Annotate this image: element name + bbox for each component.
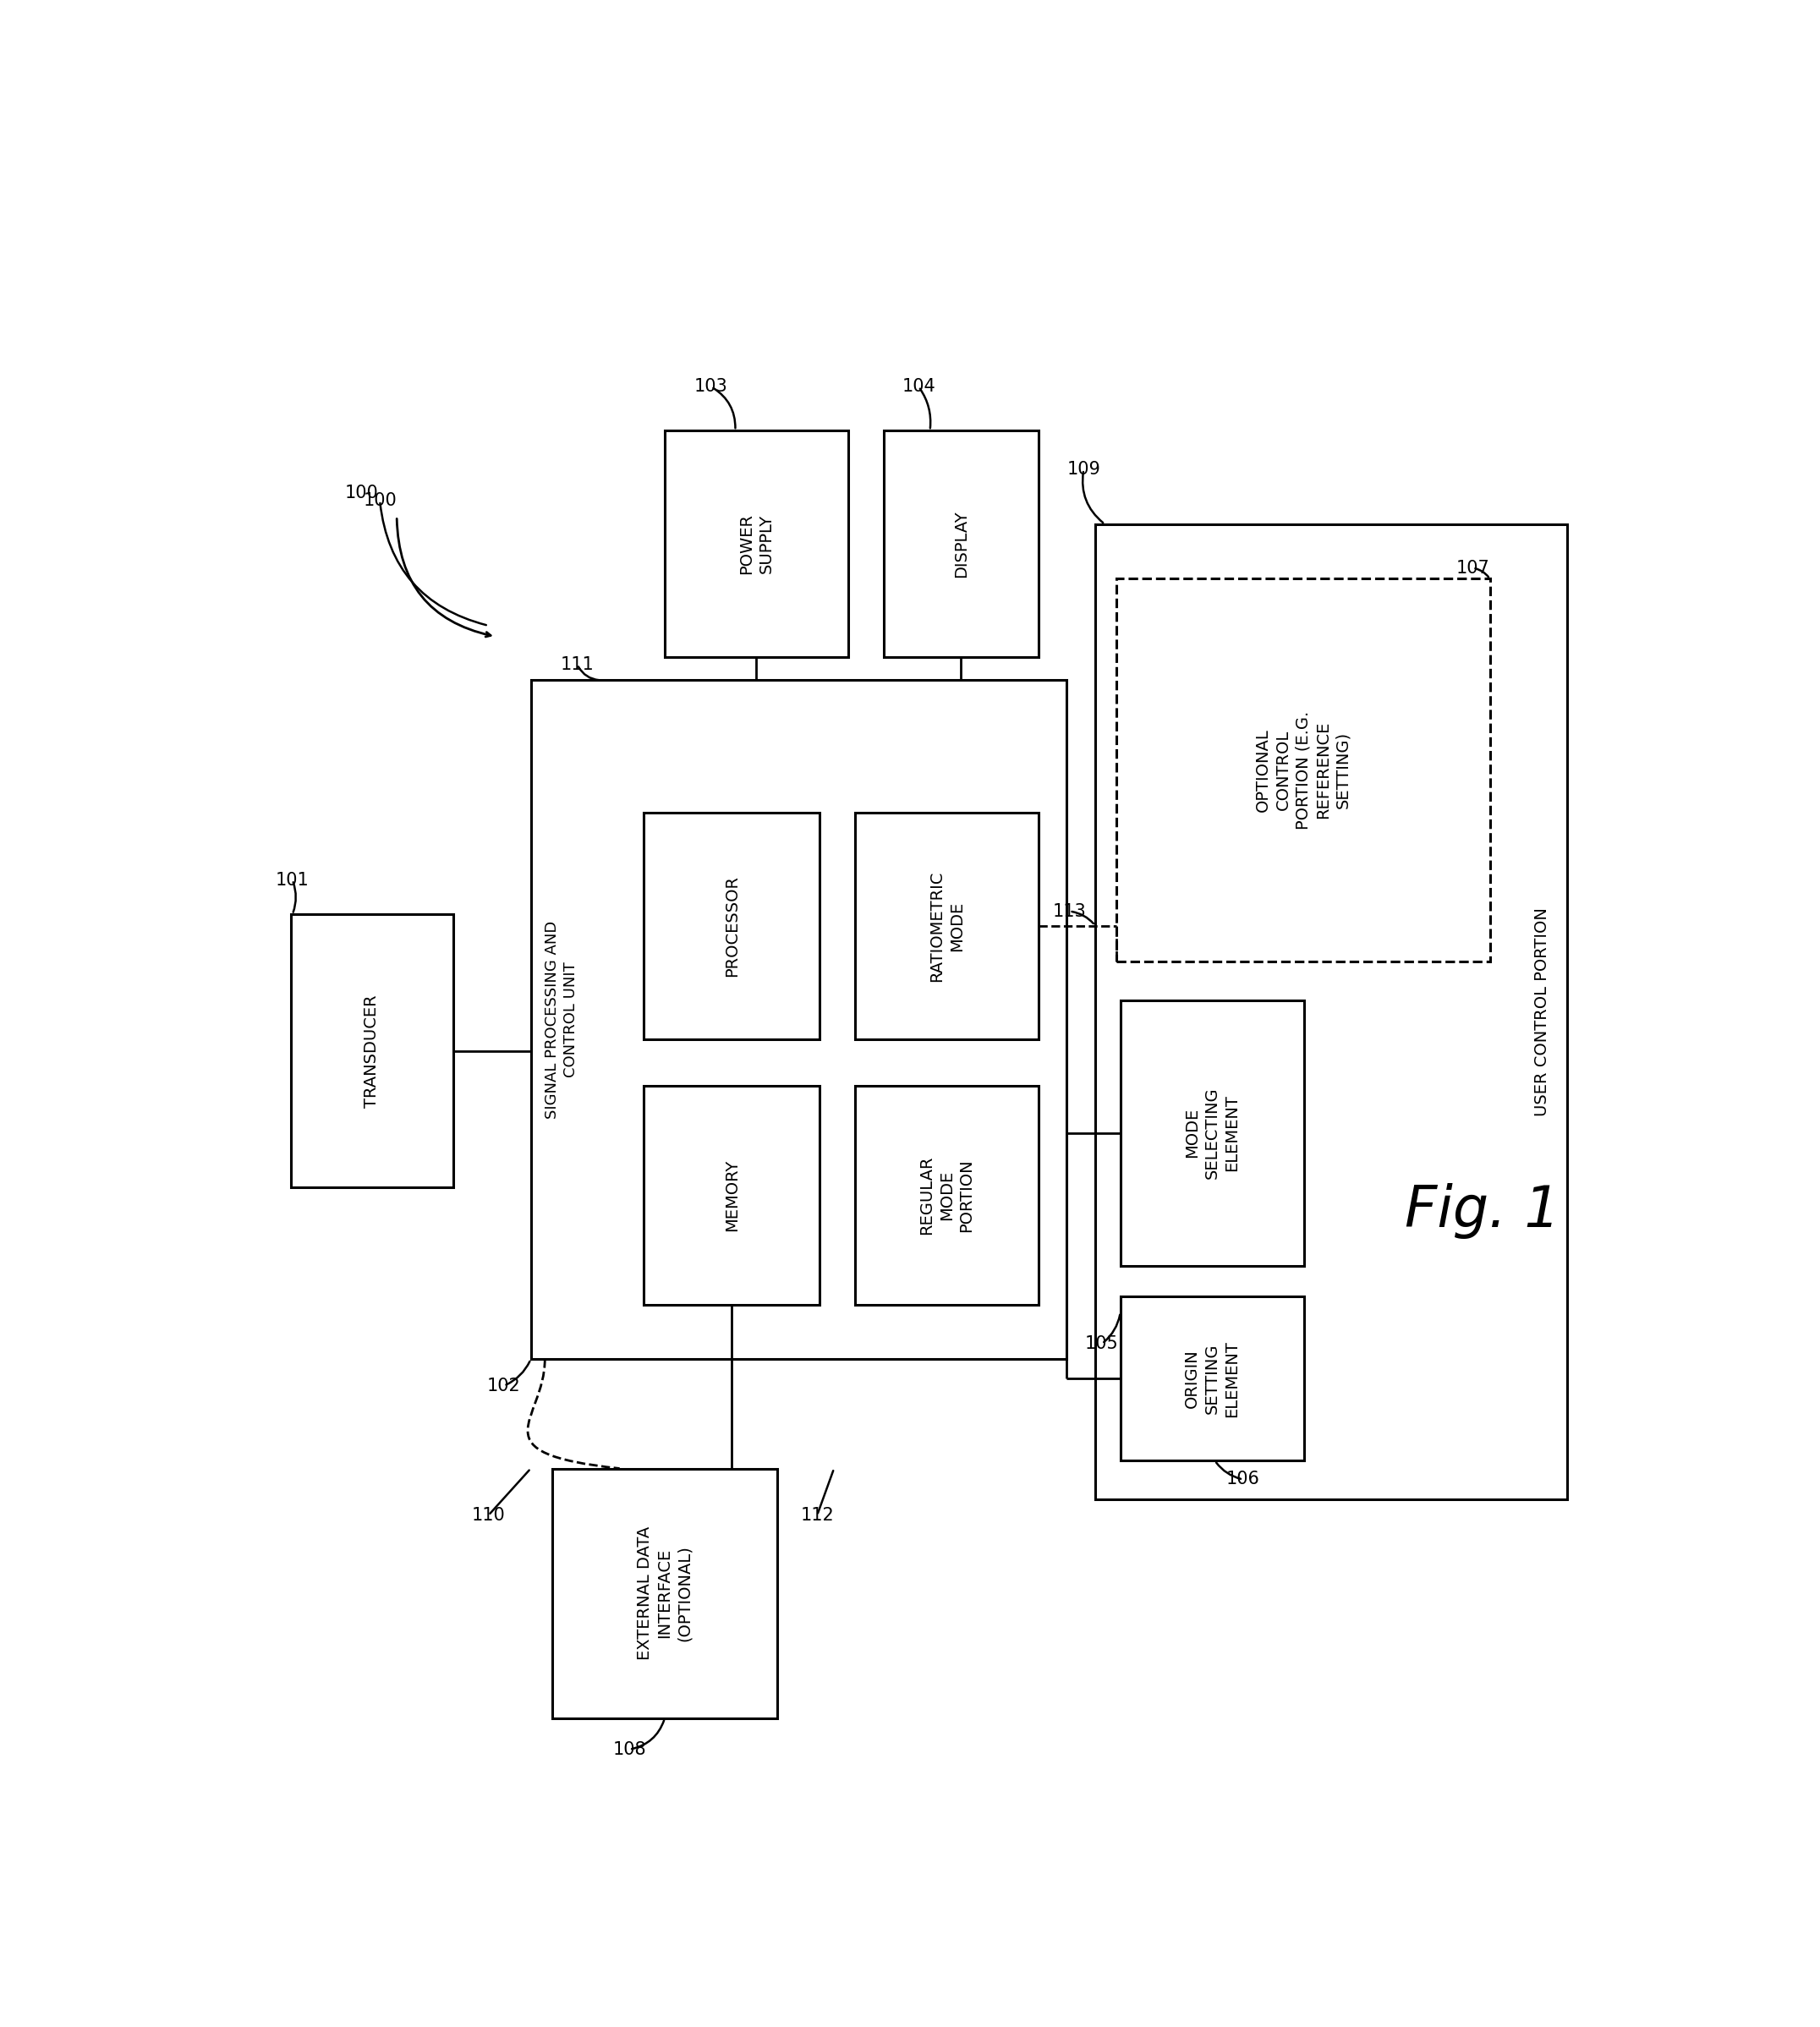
Text: 101: 101 [275,872,309,888]
Bar [291,914,453,1188]
Text: 104: 104 [903,379,935,395]
Text: SIGNAL PROCESSING AND
CONTROL UNIT: SIGNAL PROCESSING AND CONTROL UNIT [544,920,579,1119]
Text: REGULAR
MODE
PORTION: REGULAR MODE PORTION [919,1155,976,1234]
Bar [551,1468,777,1719]
Text: MODE
SELECTING
ELEMENT: MODE SELECTING ELEMENT [1185,1086,1239,1180]
Text: 106: 106 [1227,1472,1259,1488]
Bar [644,1086,819,1305]
Text: OPTIONAL
CONTROL
PORTION (E.G.
REFERENCE
SETTING): OPTIONAL CONTROL PORTION (E.G. REFERENCE… [1256,711,1350,829]
Text: 109: 109 [1067,460,1101,478]
Text: 103: 103 [695,379,728,395]
Text: USER CONTROL PORTION: USER CONTROL PORTION [1534,908,1551,1117]
Text: EXTERNAL DATA
INTERFACE
(OPTIONAL): EXTERNAL DATA INTERFACE (OPTIONAL) [637,1526,693,1660]
Bar [883,430,1039,657]
Bar [664,430,848,657]
Text: PROCESSOR: PROCESSOR [724,876,739,977]
Text: 113: 113 [1052,902,1087,920]
Bar [855,813,1039,1040]
Bar [1096,525,1567,1500]
Text: 100: 100 [362,493,397,509]
Bar [1121,1297,1303,1461]
Bar [1116,580,1491,961]
Text: 107: 107 [1456,559,1491,576]
Text: 110: 110 [471,1506,506,1524]
Text: DISPLAY: DISPLAY [954,511,968,578]
Text: ORIGIN
SETTING
ELEMENT: ORIGIN SETTING ELEMENT [1185,1340,1239,1417]
Text: 112: 112 [801,1506,834,1524]
Text: 102: 102 [488,1376,521,1395]
Text: 111: 111 [561,657,593,673]
Text: 108: 108 [613,1741,646,1757]
Text: MEMORY: MEMORY [724,1159,739,1230]
Text: POWER
SUPPLY: POWER SUPPLY [739,513,774,574]
Text: RATIOMETRIC
MODE: RATIOMETRIC MODE [928,870,965,981]
Bar [644,813,819,1040]
Text: 100: 100 [344,484,379,501]
Text: 105: 105 [1085,1336,1119,1352]
Bar [531,681,1067,1360]
Bar [1121,999,1303,1265]
Bar [855,1086,1039,1305]
Text: TRANSDUCER: TRANSDUCER [364,995,380,1107]
Text: Fig. 1: Fig. 1 [1405,1184,1560,1238]
